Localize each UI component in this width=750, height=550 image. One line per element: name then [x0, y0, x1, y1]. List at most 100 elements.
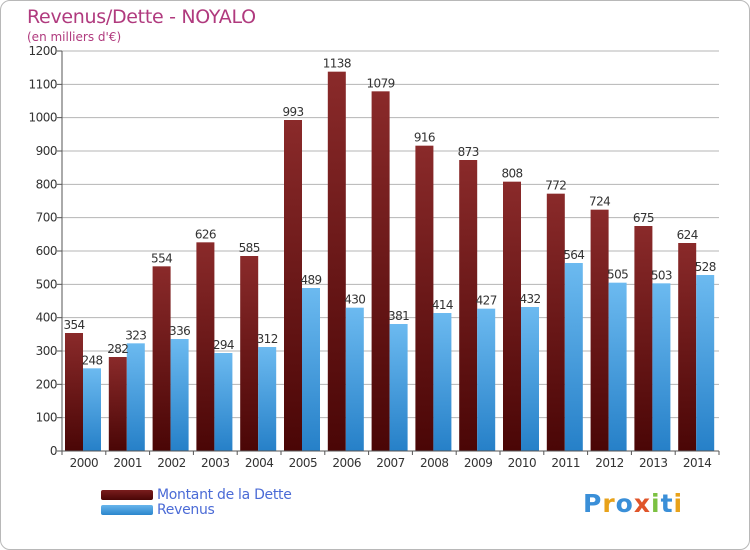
bar-dette [459, 160, 478, 451]
proxiti-logo: Proxiti [583, 489, 683, 518]
bar-revenus [652, 283, 671, 451]
chart-title: Revenus/Dette - NOYALO [27, 6, 256, 28]
x-tick-label: 2008 [420, 456, 449, 470]
x-tick-label: 2014 [683, 456, 712, 470]
y-tick-label: 400 [36, 311, 57, 325]
y-tick-label: 200 [36, 377, 57, 391]
logo-letter: t [660, 489, 674, 518]
legend-swatch-revenus [101, 504, 153, 515]
data-label-dette: 1138 [323, 57, 351, 71]
legend-item-dette: Montant de la Dette [101, 486, 292, 503]
data-label-dette: 916 [414, 131, 435, 145]
x-tick-label: 2004 [245, 456, 274, 470]
y-tick-label: 700 [36, 211, 57, 225]
bar-dette [415, 145, 434, 451]
logo-letter: P [583, 489, 603, 518]
x-tick-label: 2001 [113, 456, 142, 470]
data-label-dette: 772 [545, 179, 566, 193]
data-label-dette: 585 [239, 241, 260, 255]
data-label-dette: 993 [282, 105, 303, 119]
data-label-revenus: 312 [257, 332, 278, 346]
data-label-revenus: 248 [81, 353, 102, 367]
bar-revenus [83, 368, 101, 451]
bar-revenus [126, 343, 145, 451]
bar-dette [678, 243, 697, 451]
y-tick-label: 0 [50, 444, 57, 458]
logo-letter: x [633, 489, 651, 518]
bar-dette [371, 91, 390, 451]
bar-dette [284, 120, 302, 451]
bar-revenus [521, 307, 539, 451]
data-label-dette: 282 [107, 342, 128, 356]
bar-revenus [389, 324, 408, 451]
data-label-dette: 624 [677, 228, 698, 242]
logo-letter: o [615, 489, 634, 518]
y-tick-label: 300 [36, 344, 57, 358]
data-label-revenus: 432 [519, 292, 540, 306]
data-label-revenus: 414 [432, 298, 453, 312]
y-tick-label: 900 [36, 144, 57, 158]
bar-dette [327, 71, 346, 452]
logo-letter: i [673, 489, 684, 518]
chart-subtitle: (en milliers d'€) [27, 30, 122, 44]
y-tick-label: 500 [36, 277, 57, 291]
bar-dette [152, 266, 171, 451]
y-tick-label: 600 [36, 244, 57, 258]
data-label-revenus: 381 [388, 309, 409, 323]
data-label-dette: 873 [458, 145, 479, 159]
x-tick-label: 2006 [332, 456, 361, 470]
x-tick-label: 2007 [376, 456, 405, 470]
axes: 0 100 200 300 400 500 600 700 800 900 1000 1100 1200… [28, 44, 720, 470]
legend-item-revenus: Revenus [101, 501, 292, 518]
bar-dette [65, 333, 83, 451]
bars [65, 71, 715, 452]
data-label-dette: 808 [501, 167, 522, 181]
bar-revenus [564, 263, 583, 451]
x-tick-label: 2012 [595, 456, 624, 470]
data-label-revenus: 564 [563, 248, 584, 262]
bar-revenus [258, 347, 277, 451]
x-tick-label: 2010 [508, 456, 537, 470]
data-label-dette: 724 [589, 195, 610, 209]
x-tick-label: 2005 [289, 456, 318, 470]
data-label-revenus: 430 [344, 293, 365, 307]
y-tick-label: 1100 [28, 77, 57, 91]
y-tick-label: 100 [36, 411, 57, 425]
y-tick-label: 1200 [28, 44, 57, 58]
data-label-dette: 626 [195, 227, 216, 241]
bar-revenus [345, 307, 364, 451]
logo-letter: r [602, 489, 616, 518]
y-tick-label: 1000 [28, 111, 57, 125]
data-label-revenus: 505 [607, 268, 628, 282]
bar-dette [634, 226, 653, 451]
bar-revenus [214, 353, 233, 451]
data-label-revenus: 427 [476, 294, 497, 308]
x-tick-label: 2003 [201, 456, 230, 470]
data-label-revenus: 503 [651, 268, 672, 282]
legend-swatch-dette [101, 489, 153, 500]
data-label-dette: 675 [633, 211, 654, 225]
bar-revenus [433, 313, 452, 451]
x-tick-label: 2011 [551, 456, 580, 470]
bar-revenus [696, 275, 715, 451]
bar-revenus [170, 339, 189, 451]
bar-dette [590, 209, 609, 451]
bar-dette [546, 193, 565, 451]
data-label-revenus: 528 [695, 260, 716, 274]
y-tick-label: 800 [36, 177, 57, 191]
logo-letter: i [651, 489, 661, 518]
x-tick-label: 2009 [464, 456, 493, 470]
bar-revenus [477, 308, 496, 451]
legend: Montant de la Dette Revenus [101, 486, 292, 518]
bar-dette [108, 357, 127, 451]
bar-dette [196, 242, 215, 451]
data-label-revenus: 336 [169, 324, 190, 338]
x-tick-label: 2002 [157, 456, 186, 470]
legend-label-revenus: Revenus [157, 501, 215, 518]
bar-revenus [302, 288, 320, 451]
legend-label-dette: Montant de la Dette [157, 486, 292, 503]
bar-dette [240, 256, 259, 451]
data-label-revenus: 294 [213, 338, 234, 352]
